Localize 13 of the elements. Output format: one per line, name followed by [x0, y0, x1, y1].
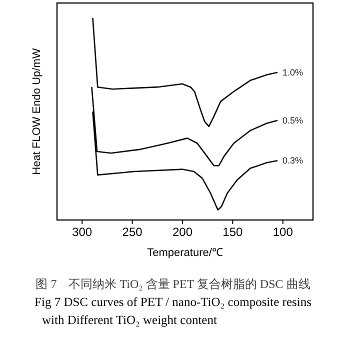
x-axis-title: Temperature/℃: [147, 247, 223, 259]
text: with Different TiO₂ weight content: [42, 313, 218, 327]
y-axis-title: Heat FLOW Endo Up/mW: [31, 48, 43, 175]
series-label: 1.0%: [282, 67, 304, 78]
caption: Fig 7 DSC curves of PET / nano-TiO₂ composite resins: [34, 295, 312, 309]
series-label: 0.3%: [282, 156, 304, 166]
x-tick-label: 150: [222, 225, 244, 239]
caption: 图 7 不同纳米 TiO₂ 含量 PET 复合树脂的 DSC 曲线: [36, 277, 310, 291]
x-tick-label: 300: [72, 225, 92, 239]
x-tick-label: 250: [122, 225, 143, 239]
x-tick-label: 200: [172, 225, 193, 239]
x-tick-label: 100: [272, 225, 294, 239]
series-label: 0.5%: [282, 115, 304, 126]
